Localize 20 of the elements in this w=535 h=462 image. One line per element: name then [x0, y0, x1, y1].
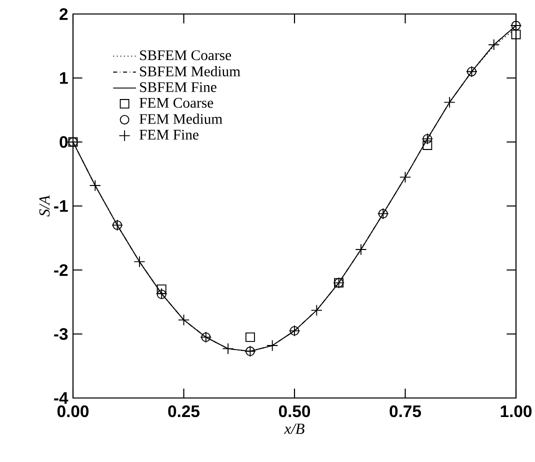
y-tick-label: -1 [54, 200, 68, 212]
x-tick-label: 0.00 [57, 405, 89, 418]
legend-label: FEM Fine [139, 130, 198, 140]
legend-label: FEM Medium [139, 114, 222, 124]
y-tick-label: 1 [60, 72, 68, 84]
y-tick-label: 0 [60, 136, 68, 148]
legend-label: FEM Coarse [139, 98, 214, 108]
y-tick-label: 2 [60, 8, 68, 20]
x-axis-title: x/B [284, 424, 304, 434]
x-tick-label: 0.75 [390, 405, 422, 418]
y-tick-label: -2 [54, 264, 68, 276]
x-tick-label: 1.00 [500, 405, 532, 418]
legend-label: SBFEM Coarse [140, 50, 232, 60]
x-tick-label: 0.50 [278, 405, 310, 418]
legend-label: SBFEM Medium [140, 66, 240, 76]
legend-label: SBFEM Fine [140, 82, 216, 92]
y-tick-label: -4 [54, 392, 68, 404]
y-tick-label: -3 [54, 328, 68, 340]
y-axis-title: S/A [39, 195, 50, 216]
x-tick-label: 0.25 [168, 405, 200, 418]
